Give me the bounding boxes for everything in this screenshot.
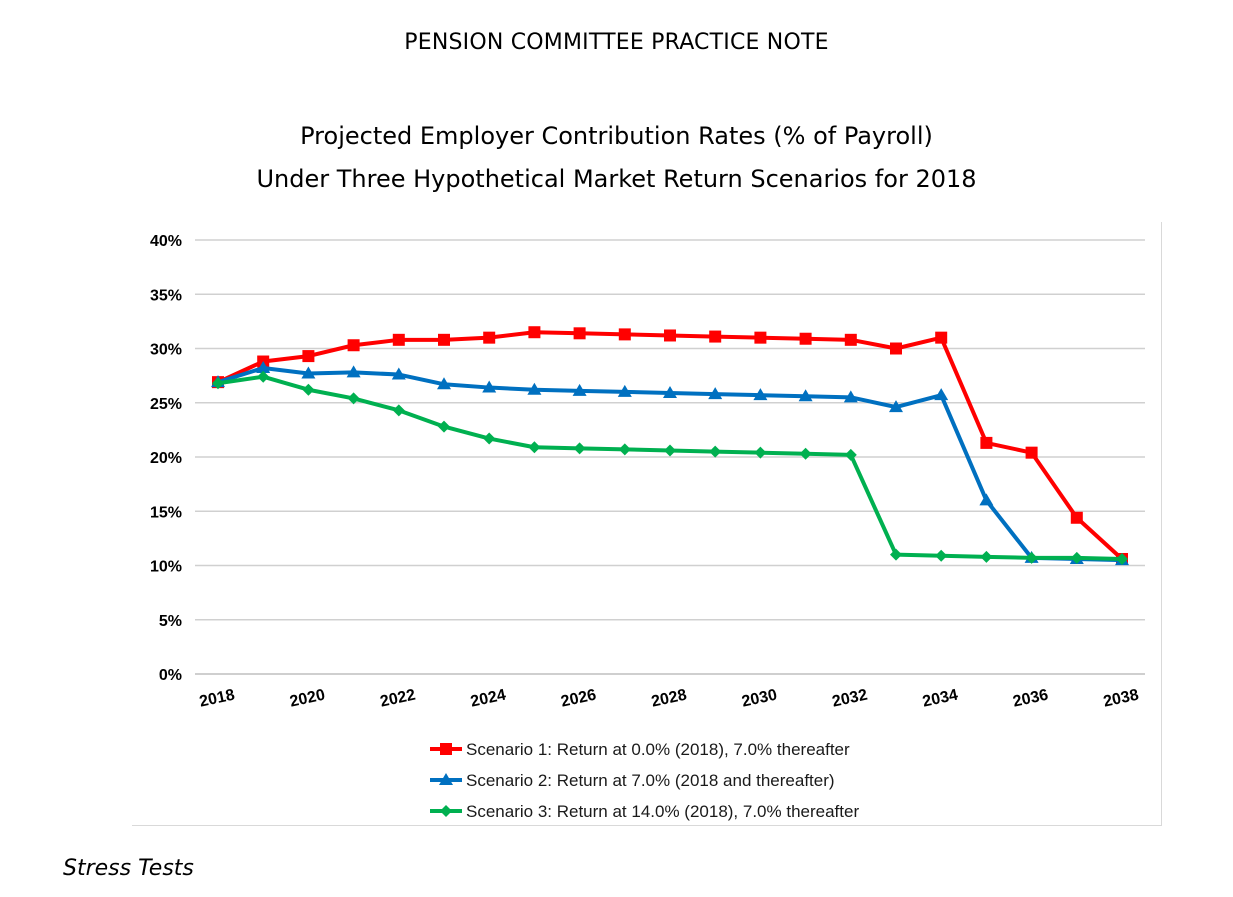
series-1-point — [799, 332, 812, 345]
series-1-point — [1025, 446, 1038, 459]
series-1-point — [573, 327, 586, 340]
series-2-point — [753, 388, 768, 401]
series-3-point — [709, 445, 722, 458]
y-axis-ticks: 0% 5% 10% 15% 20% 25% 30% 35% 40% — [150, 233, 182, 684]
series-1-point — [754, 331, 767, 344]
series-2-point — [527, 382, 542, 395]
x-tick-label: 2024 — [469, 687, 507, 711]
series-2-point — [843, 390, 858, 403]
y-tick-label: 15% — [150, 504, 182, 521]
series-1-point — [664, 329, 676, 342]
legend-item-3: Scenario 3: Return at 14.0% (2018), 7.0%… — [430, 802, 859, 821]
series-2-point — [798, 389, 813, 402]
series-1-point — [1070, 511, 1083, 524]
x-tick-label: 2020 — [288, 687, 326, 711]
series-1-point — [528, 326, 541, 339]
series-3-point — [573, 442, 586, 455]
legend-swatch-marker — [440, 743, 452, 755]
series-3-point — [935, 549, 948, 562]
grid-lines — [195, 239, 1145, 675]
series-3-point — [799, 447, 812, 460]
series-3-point — [392, 404, 405, 417]
x-axis-ticks: 2018 2020 2022 2024 2026 2028 2030 2032 2034 2036… — [198, 687, 1140, 711]
series-3-point — [257, 370, 270, 383]
y-tick-label: 5% — [159, 613, 182, 630]
series-3-point — [754, 446, 767, 459]
x-tick-label: 2028 — [650, 687, 688, 711]
series-3-point — [1070, 551, 1083, 564]
chart-title-line-2: Under Three Hypothetical Market Return S… — [256, 165, 977, 193]
series-1 — [212, 326, 1128, 565]
series-3-point — [347, 392, 360, 405]
series-2-point — [708, 387, 723, 400]
series-1-point — [844, 333, 857, 346]
series-1-point — [935, 331, 948, 344]
series-2-point — [301, 366, 316, 379]
series-3-point — [302, 383, 315, 396]
footer-caption: Stress Tests — [63, 856, 194, 881]
series-3-point — [844, 448, 857, 461]
series-2-point — [391, 367, 406, 380]
series-2-point — [256, 361, 271, 374]
series-3-point — [618, 443, 631, 456]
y-tick-label: 0% — [159, 667, 182, 684]
x-tick-label: 2038 — [1102, 687, 1140, 711]
chart-frame — [132, 222, 1162, 826]
series-3-point — [483, 432, 496, 445]
y-tick-label: 20% — [150, 450, 182, 467]
chart-title-line-1: Projected Employer Contribution Rates (%… — [300, 122, 933, 150]
x-tick-label: 2022 — [379, 687, 417, 711]
series-1-point — [438, 333, 450, 346]
series-lines — [211, 326, 1129, 566]
series-1-point — [980, 436, 993, 449]
series-3-point — [980, 550, 993, 563]
x-tick-label: 2018 — [198, 687, 236, 711]
series-3-point — [528, 441, 541, 454]
series-1-point — [890, 342, 902, 355]
series-2-point — [437, 377, 451, 390]
document-header: PENSION COMMITTEE PRACTICE NOTE — [404, 30, 829, 55]
series-1-point — [709, 330, 722, 343]
legend-swatch-marker — [439, 773, 453, 785]
x-tick-label: 2032 — [831, 687, 869, 711]
y-tick-label: 25% — [150, 396, 182, 413]
series-2-point — [572, 383, 587, 396]
x-tick-label: 2030 — [740, 687, 778, 711]
series-3-point — [438, 420, 450, 433]
x-tick-label: 2036 — [1011, 687, 1049, 711]
series-2-point — [663, 385, 677, 398]
series-1-point — [483, 331, 496, 344]
series-2-point — [617, 384, 632, 397]
series-1-point — [347, 339, 360, 352]
series-2-point — [979, 493, 994, 506]
legend-label: Scenario 2: Return at 7.0% (2018 and the… — [466, 771, 835, 790]
series-3 — [212, 370, 1128, 565]
legend-label: Scenario 1: Return at 0.0% (2018), 7.0% … — [466, 740, 850, 759]
legend: Scenario 1: Return at 0.0% (2018), 7.0% … — [430, 740, 859, 821]
x-tick-label: 2026 — [559, 687, 597, 711]
series-1-point — [302, 350, 315, 363]
series-3-point — [1025, 551, 1038, 564]
y-tick-label: 30% — [150, 342, 182, 359]
legend-item-2: Scenario 2: Return at 7.0% (2018 and the… — [430, 771, 835, 790]
series-3-point — [212, 377, 224, 390]
legend-item-1: Scenario 1: Return at 0.0% (2018), 7.0% … — [430, 740, 850, 759]
legend-swatch-marker — [440, 805, 452, 817]
series-1-point — [392, 333, 405, 346]
series-2-point — [934, 388, 949, 401]
series-2 — [211, 361, 1129, 566]
series-3-point — [1116, 552, 1128, 565]
series-2-point — [482, 380, 497, 393]
series-3-point — [664, 444, 676, 457]
series-2-point — [346, 365, 361, 378]
series-2-point — [889, 400, 903, 413]
series-3-point — [890, 548, 902, 561]
x-tick-label: 2034 — [921, 687, 959, 711]
y-tick-label: 10% — [150, 559, 182, 576]
y-tick-label: 35% — [150, 287, 182, 304]
legend-label: Scenario 3: Return at 14.0% (2018), 7.0%… — [466, 802, 859, 821]
y-tick-label: 40% — [150, 233, 182, 250]
series-1-point — [618, 328, 631, 341]
